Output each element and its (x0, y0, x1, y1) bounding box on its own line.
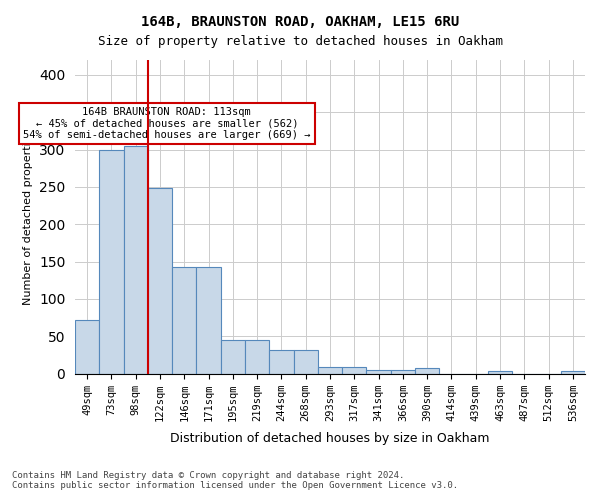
Text: 164B BRAUNSTON ROAD: 113sqm
← 45% of detached houses are smaller (562)
54% of se: 164B BRAUNSTON ROAD: 113sqm ← 45% of det… (23, 107, 311, 140)
Bar (172, 267, 196, 374)
Text: Contains HM Land Registry data © Crown copyright and database right 2024.
Contai: Contains HM Land Registry data © Crown c… (12, 470, 458, 490)
Bar (221, 340, 245, 374)
Bar (415, 368, 439, 374)
Bar (100, 150, 124, 374)
Bar (124, 146, 148, 374)
Bar (293, 350, 318, 374)
Bar (318, 367, 342, 374)
Bar (367, 370, 391, 374)
Y-axis label: Number of detached properties: Number of detached properties (23, 129, 34, 304)
Bar (269, 350, 293, 374)
Bar (561, 372, 585, 374)
Bar (488, 372, 512, 374)
Bar (342, 367, 367, 374)
Bar (391, 370, 415, 374)
Bar (75, 320, 100, 374)
Text: 164B, BRAUNSTON ROAD, OAKHAM, LE15 6RU: 164B, BRAUNSTON ROAD, OAKHAM, LE15 6RU (141, 15, 459, 29)
Text: Size of property relative to detached houses in Oakham: Size of property relative to detached ho… (97, 35, 503, 48)
Bar (245, 340, 269, 374)
Bar (148, 188, 172, 374)
Bar (196, 267, 221, 374)
X-axis label: Distribution of detached houses by size in Oakham: Distribution of detached houses by size … (170, 432, 490, 445)
